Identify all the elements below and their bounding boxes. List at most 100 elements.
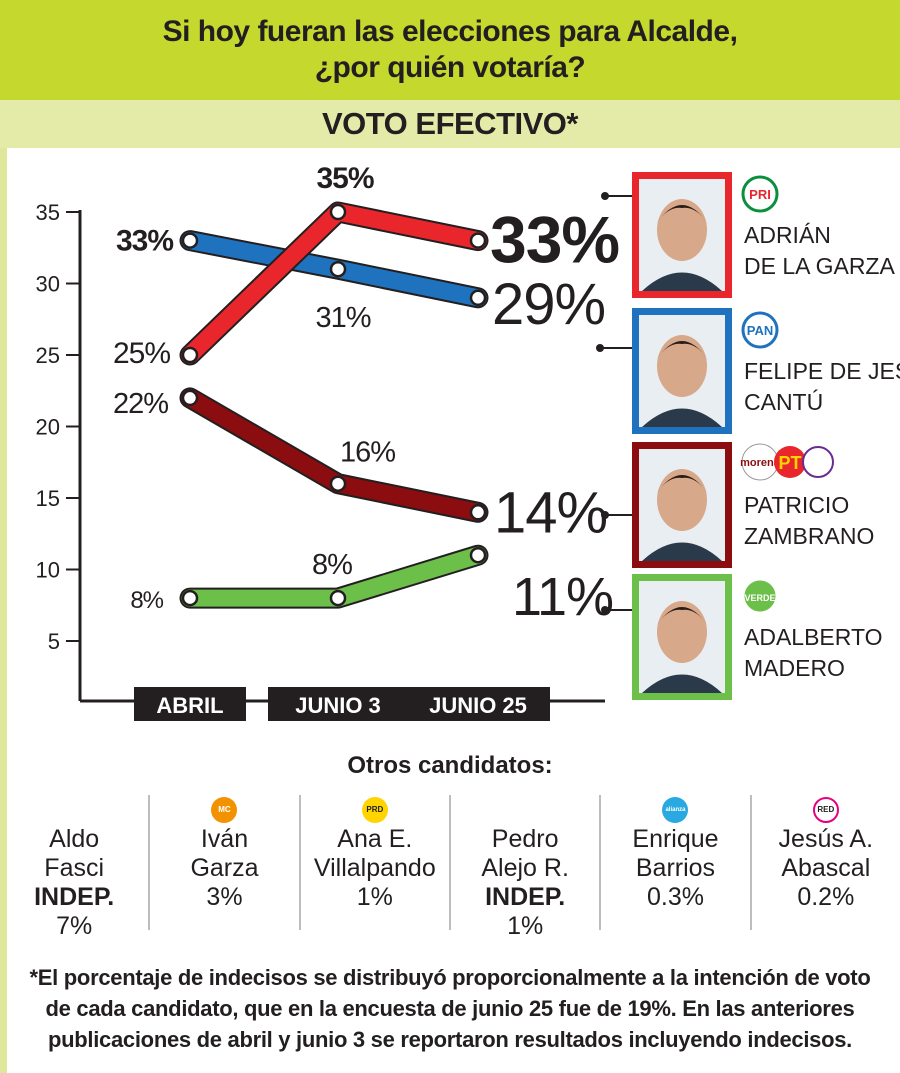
left-edge-strip [0, 148, 7, 1073]
data-label: 8% [130, 587, 163, 614]
other-candidate: Aldo Fasci INDEP. 7% [0, 795, 148, 940]
party-logo-icon [741, 175, 779, 213]
candidate-line3: Abascal [781, 854, 871, 882]
portrait-face-icon [657, 199, 707, 261]
pt-logo-icon [774, 446, 806, 478]
footnote-line1: *El porcentaje de indecisos se distribuy… [29, 965, 871, 990]
data-point [329, 589, 347, 607]
data-point [329, 203, 347, 221]
portrait-hair-icon [656, 475, 708, 494]
party-logo-text: PRI [749, 187, 771, 202]
red-logo-icon: RED [812, 797, 839, 823]
portrait-hair-icon [656, 341, 708, 360]
data-label: 11% [512, 567, 613, 627]
data-point [469, 504, 487, 521]
portrait-shoulders-icon [642, 674, 722, 693]
other-candidate: MC Iván Garza 3% [148, 795, 298, 930]
pt-logo-text: PT [778, 453, 801, 473]
candidate-line2: Alejo R. [481, 854, 569, 882]
data-point [469, 546, 487, 564]
candidate-pct: 1% [507, 912, 544, 940]
x-category-label: ABRIL [156, 693, 223, 718]
candidate-name-line1: PATRICIO [744, 492, 849, 518]
candidate-line3: Barrios [635, 854, 716, 882]
y-tick-label: 35 [36, 200, 60, 225]
candidate-pct: 3% [206, 883, 243, 911]
x-category-box [268, 687, 408, 721]
candidate-panel: PAN FELIPE DE JESÚS CANTÚ [632, 308, 900, 434]
y-tick-label: 5 [48, 629, 60, 654]
others-title: Otros candidatos: [347, 752, 553, 779]
party-logo-text: VERDE [744, 593, 775, 603]
candidate-name-line2: MADERO [744, 655, 845, 681]
data-label: 22% [113, 388, 168, 420]
x-category-box [134, 687, 246, 721]
x-category-box [406, 687, 550, 721]
other-candidate: Pedro Alejo R. INDEP. 1% [448, 795, 599, 940]
candidate-line1: Pedro [491, 825, 559, 853]
data-label: 33% [116, 225, 173, 258]
candidate-line1: Aldo [49, 825, 100, 853]
y-tick-label: 20 [36, 415, 60, 440]
footnote-line2: de cada candidato, que en la encuesta de… [45, 996, 855, 1021]
data-point [469, 232, 487, 249]
candidate-pct: 7% [56, 912, 93, 940]
candidate-pct: 0.2% [797, 883, 855, 911]
other-candidate: alianza Enrique Barrios 0.3% [599, 795, 749, 930]
candidate-pct: 1% [356, 883, 393, 911]
data-label: 14% [494, 480, 607, 545]
candidate-name-line2: CANTÚ [744, 389, 823, 415]
candidate-line2: Enrique [632, 825, 719, 853]
title-banner: Si hoy fueran las elecciones para Alcald… [0, 0, 900, 100]
data-point [181, 589, 199, 607]
data-point [329, 260, 347, 278]
title-line-2: ¿por quién votaría? [314, 51, 586, 84]
portrait-face-icon [657, 335, 707, 397]
portrait-hair-icon [656, 205, 708, 224]
alianza-logo-icon: alianza [662, 797, 689, 823]
party-logo: MC [150, 795, 298, 825]
data-label: 33% [490, 203, 619, 277]
portrait-shoulders-icon [642, 272, 722, 291]
other-candidate: PRD Ana E. Villalpando 1% [298, 795, 449, 930]
data-label: 25% [113, 337, 170, 370]
party-logo [0, 795, 148, 825]
other-candidate: RED Jesús A. Abascal 0.2% [749, 795, 900, 930]
candidate-panel: VERDE ADALBERTO MADERO [632, 574, 882, 700]
data-label: 8% [312, 549, 352, 581]
candidate-name-line2: DE LA GARZA [744, 253, 895, 279]
y-tick-label: 25 [36, 343, 60, 368]
others-panel: Aldo Fasci INDEP. 7% MC Iván Garza 3% PR… [0, 795, 900, 940]
candidate-line2: Jesús A. [778, 825, 874, 853]
line-chart: 35 30 25 20 15 10 5 ABRIL JUNIO 3 JUNIO 25 25% 35% 3… [36, 162, 900, 721]
mc-logo-icon: MC [211, 797, 238, 823]
data-label: 29% [492, 272, 605, 337]
portrait-face-icon [657, 469, 707, 531]
y-tick-label: 30 [36, 272, 60, 297]
y-tick-label: 15 [36, 486, 60, 511]
party-logo-text: PAN [747, 323, 773, 338]
x-category-label: JUNIO 25 [429, 693, 527, 718]
candidate-pct: 0.3% [646, 883, 704, 911]
candidate-name-line1: ADRIÁN [744, 222, 831, 248]
encuentro-logo-icon [802, 446, 834, 478]
party-logo [451, 795, 599, 825]
data-point [181, 389, 199, 407]
party-logo-icon [741, 577, 779, 615]
series-line [181, 389, 487, 521]
data-point [469, 289, 487, 307]
party-logo: PRD [301, 795, 449, 825]
candidate-name-line1: ADALBERTO [744, 624, 882, 650]
candidate-line3: Garza [190, 854, 259, 882]
portrait-hair-icon [656, 607, 708, 626]
morena-logo-text: morena [740, 457, 781, 469]
title-line-1: Si hoy fueran las elecciones para Alcald… [162, 15, 738, 48]
candidate-panel: PRI ADRIÁN DE LA GARZA [632, 172, 895, 298]
candidate-line2: Iván [200, 825, 249, 853]
subtitle: VOTO EFECTIVO* [0, 100, 900, 148]
portrait-shoulders-icon [642, 542, 722, 561]
portrait-shoulders-icon [642, 408, 722, 427]
data-label: 16% [340, 437, 395, 469]
candidate-line3: Villalpando [313, 854, 436, 882]
